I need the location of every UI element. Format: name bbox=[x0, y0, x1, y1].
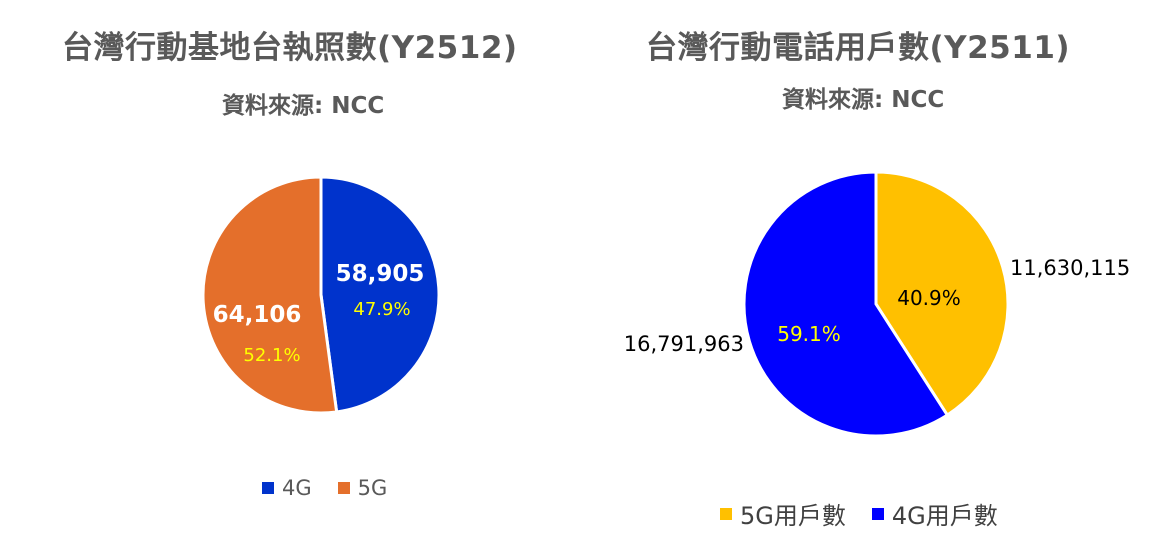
pie-chart: 11,630,115 40.9% 16,791,963 59.1% bbox=[624, 170, 1130, 438]
chart-panel-base-stations: 台灣行動基地台執照數(Y2512) 資料來源: NCC 58,905 47.9% 6… bbox=[62, 30, 518, 500]
legend-item-4g: 4G bbox=[262, 476, 312, 500]
pie-slice-4G用戶數 bbox=[742, 170, 950, 438]
legend-swatch-5g bbox=[337, 482, 350, 494]
legend-swatch-4g bbox=[262, 482, 274, 494]
data-label-percent: 52.1% bbox=[243, 345, 300, 366]
chart-subtitle: 資料來源: NCC bbox=[222, 93, 385, 119]
data-label-percent: 47.9% bbox=[353, 299, 410, 320]
chart-title: 台灣行動電話用戶數(Y2511) bbox=[646, 30, 1071, 66]
pie-slice-4G bbox=[319, 175, 441, 414]
data-label-value: 58,905 bbox=[336, 261, 425, 287]
data-label-percent: 59.1% bbox=[777, 322, 841, 346]
legend-label: 4G用戶數 bbox=[891, 502, 998, 530]
data-label-value: 11,630,115 bbox=[1010, 256, 1130, 280]
data-label-percent: 40.9% bbox=[897, 286, 961, 310]
data-label-value: 16,791,963 bbox=[624, 332, 744, 356]
legend-item-5g: 5G bbox=[337, 476, 388, 500]
data-label-value: 64,106 bbox=[213, 302, 302, 328]
chart-title: 台灣行動基地台執照數(Y2512) bbox=[62, 30, 518, 66]
legend-swatch-4g-users bbox=[871, 507, 884, 520]
chart-legend: 5G用戶數 4G用戶數 bbox=[720, 496, 1024, 531]
legend-label: 5G用戶數 bbox=[740, 502, 846, 530]
legend-item-4g-users: 4G用戶數 bbox=[871, 496, 998, 531]
legend-item-5g-users: 5G用戶數 bbox=[720, 496, 846, 531]
chart-panel-subscribers: 台灣行動電話用戶數(Y2511) 資料來源: NCC 11,630,115 40.… bbox=[620, 0, 1176, 541]
pie-chart: 58,905 47.9% 64,106 52.1% bbox=[201, 175, 441, 415]
chart-subtitle: 資料來源: NCC bbox=[782, 87, 945, 113]
legend-swatch-5g-users bbox=[720, 507, 732, 520]
legend-label: 4G bbox=[282, 476, 312, 500]
pie-slice-5G bbox=[201, 175, 339, 415]
chart-legend: 4G 5G bbox=[262, 476, 413, 500]
legend-label: 5G bbox=[357, 476, 388, 500]
